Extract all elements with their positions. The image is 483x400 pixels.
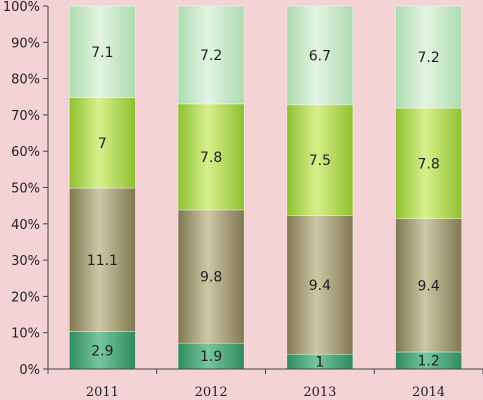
data-label-2011-s3: 7 (98, 136, 107, 152)
data-label-2012-s2: 9.8 (200, 270, 222, 286)
y-tick-label-9: 90% (11, 36, 40, 51)
y-tick-label-0: 0% (19, 363, 40, 378)
bar-segment-2012-s3 (177, 103, 245, 211)
bar-segment-2013-s4 (286, 5, 354, 106)
data-label-2014-s1: 1.2 (417, 353, 439, 369)
data-label-2012-s1: 1.9 (200, 349, 222, 365)
bar-segment-2011-s2 (69, 187, 136, 332)
bar-segments (69, 5, 462, 370)
data-label-2013-s1: 1 (315, 355, 324, 371)
segment-labels: 2.9 11.1 7 7.1 1.9 9.8 7.8 7.2 1 9.4 7.5 6.7 1.2 9.4 7… (87, 45, 440, 371)
x-tick-label-2014: 2014 (412, 385, 445, 400)
data-label-2013-s2: 9.4 (309, 278, 331, 294)
bar-segment-2012-s2 (177, 209, 245, 344)
y-tick-label-2: 20% (11, 290, 40, 305)
data-label-2012-s4: 7.2 (200, 48, 222, 64)
y-tick-label-1: 10% (11, 327, 40, 342)
y-tick-label-6: 60% (11, 145, 40, 160)
data-label-2014-s4: 7.2 (417, 50, 439, 66)
x-tick-label-2011: 2011 (86, 385, 119, 400)
data-label-2011-s1: 2.9 (91, 343, 113, 359)
y-tick-label-10: 100% (3, 0, 40, 15)
y-tick-label-7: 70% (11, 109, 40, 124)
y-tick-label-4: 40% (11, 218, 40, 233)
data-label-2014-s2: 9.4 (417, 278, 439, 294)
bar-segment-2011-s4 (69, 5, 136, 99)
bar-segment-2014-s4 (395, 5, 462, 109)
y-tick-label-3: 30% (11, 254, 40, 269)
bar-segment-2014-s3 (395, 107, 462, 219)
data-label-2011-s4: 7.1 (91, 45, 113, 61)
bar-segment-2013-s2 (286, 215, 354, 355)
bar-segment-2013-s3 (286, 104, 354, 216)
y-tick-label-8: 80% (11, 73, 40, 88)
data-label-2013-s3: 7.5 (309, 153, 331, 169)
y-tick-label-5: 50% (11, 182, 40, 197)
x-tick-label-2012: 2012 (195, 385, 228, 400)
data-label-2014-s3: 7.8 (417, 156, 439, 172)
data-label-2011-s2: 11.1 (87, 253, 118, 269)
bar-segment-2012-s4 (177, 5, 245, 105)
axes: 2011 2012 2013 2014 0% 10% 20% 30% 40% 50% 60% 70% 8… (3, 0, 483, 400)
data-label-2013-s4: 6.7 (309, 48, 331, 64)
x-tick-label-2013: 2013 (303, 385, 336, 400)
data-label-2012-s3: 7.8 (200, 150, 222, 166)
bar-segment-2011-s1 (69, 331, 136, 370)
bar-segment-2014-s2 (395, 218, 462, 353)
